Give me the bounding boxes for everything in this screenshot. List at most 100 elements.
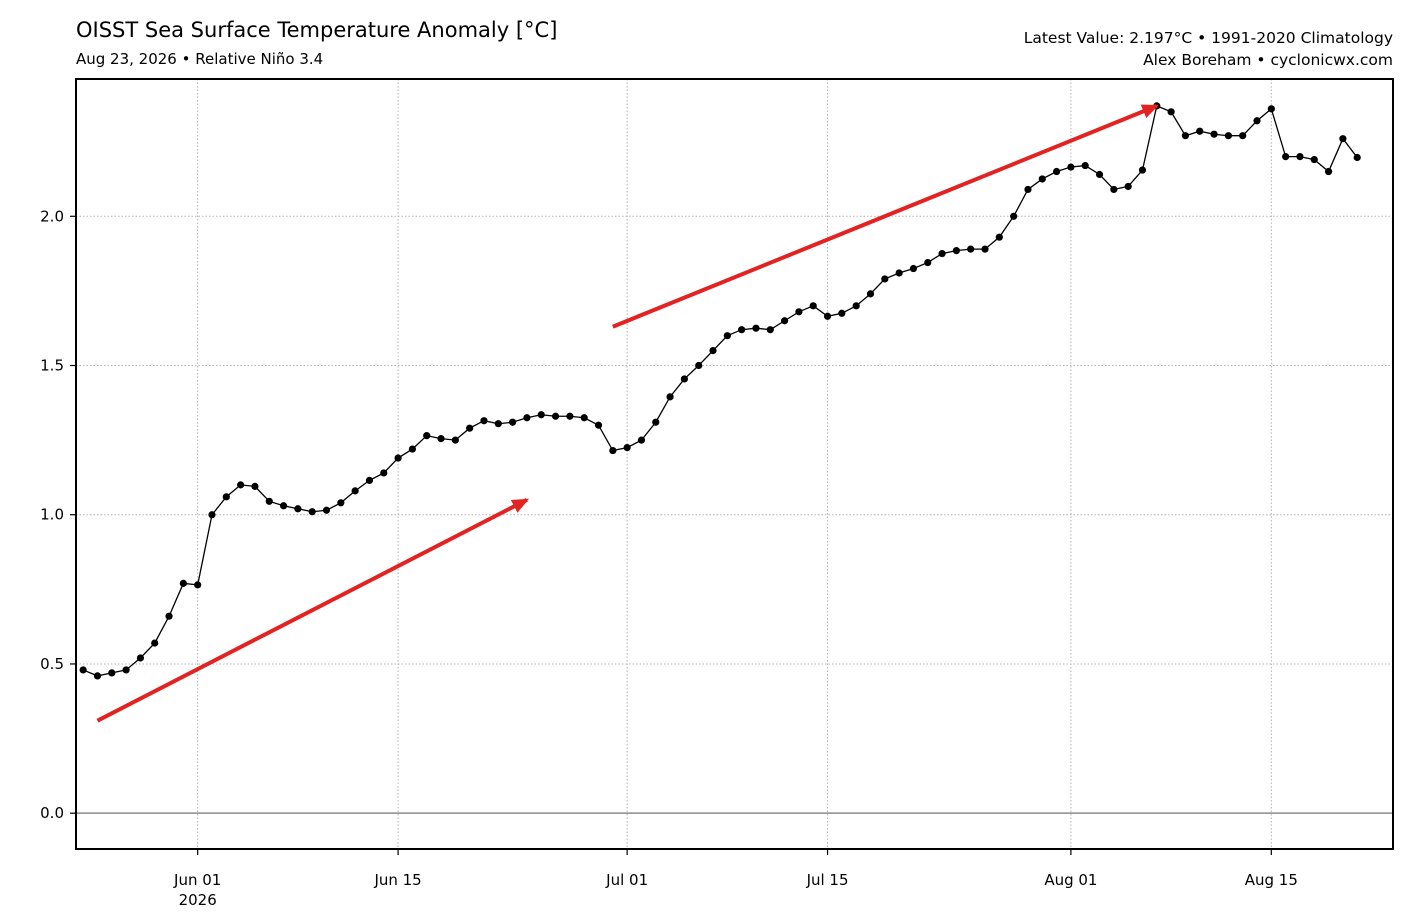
data-point xyxy=(981,245,989,253)
data-point xyxy=(1339,135,1347,143)
data-point xyxy=(494,420,502,428)
data-point xyxy=(1181,132,1190,140)
data-point xyxy=(938,249,946,258)
y-tick-label: 2.0 xyxy=(40,207,64,225)
y-tick-label: 0.5 xyxy=(40,655,64,673)
x-tick-label: Aug 15 xyxy=(1245,871,1298,889)
data-point xyxy=(265,497,273,505)
data-point xyxy=(723,332,731,340)
x-tick-label: Jun 15 xyxy=(373,871,421,889)
latest-value-info: Latest Value: 2.197°C • 1991-2020 Climat… xyxy=(1023,29,1393,47)
data-point xyxy=(594,421,603,429)
data-point xyxy=(795,308,803,316)
data-point xyxy=(623,443,631,452)
trend-arrow xyxy=(612,104,1160,329)
data-point xyxy=(93,672,102,680)
data-point xyxy=(1324,167,1333,176)
data-point xyxy=(909,264,918,273)
data-point xyxy=(509,418,517,426)
data-point xyxy=(365,476,374,485)
data-point xyxy=(1024,185,1032,194)
data-layer xyxy=(79,102,1361,680)
axes: 0.0 0.5 1.0 1.5 2.0 Jun 01 2026 Jun 15 Jul 01 Jul… xyxy=(40,78,1394,909)
data-point xyxy=(838,309,846,317)
data-point xyxy=(165,612,173,620)
data-point xyxy=(408,445,417,453)
data-point xyxy=(680,375,689,383)
data-point xyxy=(709,346,717,355)
data-point xyxy=(1052,167,1061,176)
chart-title: OISST Sea Surface Temperature Anomaly [°… xyxy=(76,18,558,42)
chart-subtitle: Aug 23, 2026 • Relative Niño 3.4 xyxy=(76,50,324,68)
data-point xyxy=(308,508,316,516)
grid xyxy=(76,79,1393,849)
x-tick-label: Jul 15 xyxy=(806,871,849,889)
data-point xyxy=(995,233,1003,241)
data-point xyxy=(1095,170,1104,179)
data-point xyxy=(208,511,216,519)
data-point xyxy=(451,436,459,444)
data-point xyxy=(1353,153,1361,162)
data-point xyxy=(738,326,746,334)
data-point xyxy=(537,411,545,419)
data-point xyxy=(1081,161,1089,170)
data-point xyxy=(380,469,388,477)
data-point xyxy=(322,506,331,514)
data-point xyxy=(1310,155,1318,164)
data-point xyxy=(1267,105,1275,113)
data-point xyxy=(881,275,889,283)
data-point xyxy=(337,499,345,507)
credit-info: Alex Boreham • cyclonicwx.com xyxy=(1143,51,1393,69)
plot-frame xyxy=(75,78,1394,850)
data-point xyxy=(194,581,202,589)
data-point xyxy=(1224,132,1232,140)
data-point xyxy=(652,418,660,426)
data-point xyxy=(967,245,975,253)
data-point xyxy=(179,579,187,587)
data-point xyxy=(637,436,646,444)
data-point xyxy=(1038,175,1046,183)
data-point xyxy=(1239,132,1247,140)
data-point xyxy=(523,414,531,422)
data-point xyxy=(1138,166,1147,174)
data-point xyxy=(423,432,431,440)
trend-arrow xyxy=(96,498,530,723)
data-point xyxy=(752,324,760,332)
data-point xyxy=(294,505,302,513)
data-point xyxy=(1124,182,1132,191)
x-tick-label: Jul 01 xyxy=(605,871,648,889)
x-tick-label: Aug 01 xyxy=(1044,871,1097,889)
x-tick-label: Jun 01 2026 xyxy=(173,871,221,909)
data-point xyxy=(1010,212,1018,220)
data-point xyxy=(952,247,960,255)
data-point xyxy=(852,302,860,310)
y-tick-label: 0.0 xyxy=(40,804,64,822)
data-point xyxy=(924,258,932,267)
data-point xyxy=(1282,153,1290,161)
data-point xyxy=(1253,117,1261,125)
data-point xyxy=(866,290,875,298)
data-point xyxy=(122,666,130,674)
data-point xyxy=(279,502,288,510)
data-point xyxy=(251,482,259,490)
data-point xyxy=(237,481,245,489)
data-point xyxy=(609,446,617,455)
data-point xyxy=(480,417,488,425)
data-point xyxy=(151,639,159,647)
series-line xyxy=(82,104,1358,677)
data-point xyxy=(766,326,774,334)
data-point xyxy=(551,412,560,420)
data-point xyxy=(666,393,674,401)
data-point xyxy=(394,454,402,462)
y-tick-label: 1.0 xyxy=(40,506,64,524)
data-point xyxy=(351,487,359,495)
data-point xyxy=(1110,185,1118,194)
data-point xyxy=(222,493,230,501)
data-point xyxy=(580,414,588,422)
data-point xyxy=(566,412,574,420)
data-point xyxy=(695,361,703,370)
data-point xyxy=(823,312,832,320)
data-point xyxy=(1067,163,1075,171)
data-point xyxy=(809,302,817,310)
